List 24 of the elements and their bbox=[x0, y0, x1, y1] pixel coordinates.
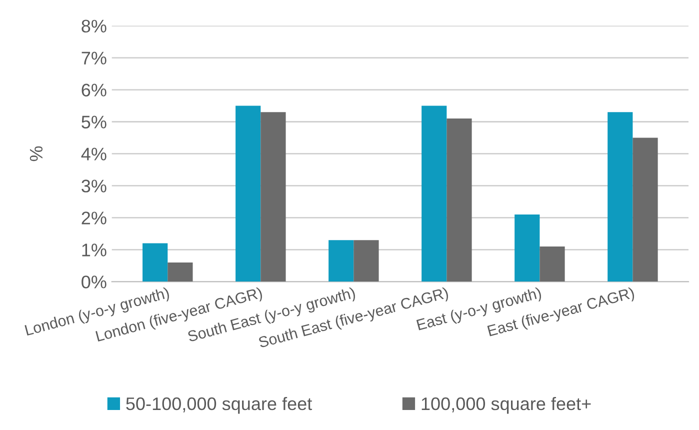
y-tick-label: 7% bbox=[82, 52, 106, 64]
y-tick-label: 4% bbox=[81, 148, 106, 160]
y-tick-label: 3% bbox=[82, 180, 106, 192]
bar bbox=[236, 106, 261, 282]
bar bbox=[422, 106, 447, 282]
y-tick-label: 8% bbox=[82, 20, 106, 33]
bar bbox=[328, 240, 354, 282]
bar bbox=[514, 214, 540, 282]
y-axis-title: % bbox=[30, 146, 43, 162]
bar bbox=[632, 138, 658, 282]
bar bbox=[260, 112, 286, 282]
bar bbox=[142, 243, 168, 282]
y-tick-label: 2% bbox=[82, 212, 106, 224]
y-tick-label: 6% bbox=[82, 84, 106, 96]
legend-label: 100,000 square feet+ bbox=[422, 396, 591, 414]
bar bbox=[446, 118, 472, 282]
bar bbox=[168, 262, 193, 282]
y-tick-label: 5% bbox=[82, 116, 106, 128]
bar bbox=[354, 240, 379, 282]
y-tick-label: 1% bbox=[82, 244, 106, 256]
legend-label: 50-100,000 square feet bbox=[126, 396, 312, 414]
bar bbox=[608, 112, 633, 282]
bar bbox=[540, 246, 565, 282]
y-tick-label: 0% bbox=[82, 276, 106, 288]
